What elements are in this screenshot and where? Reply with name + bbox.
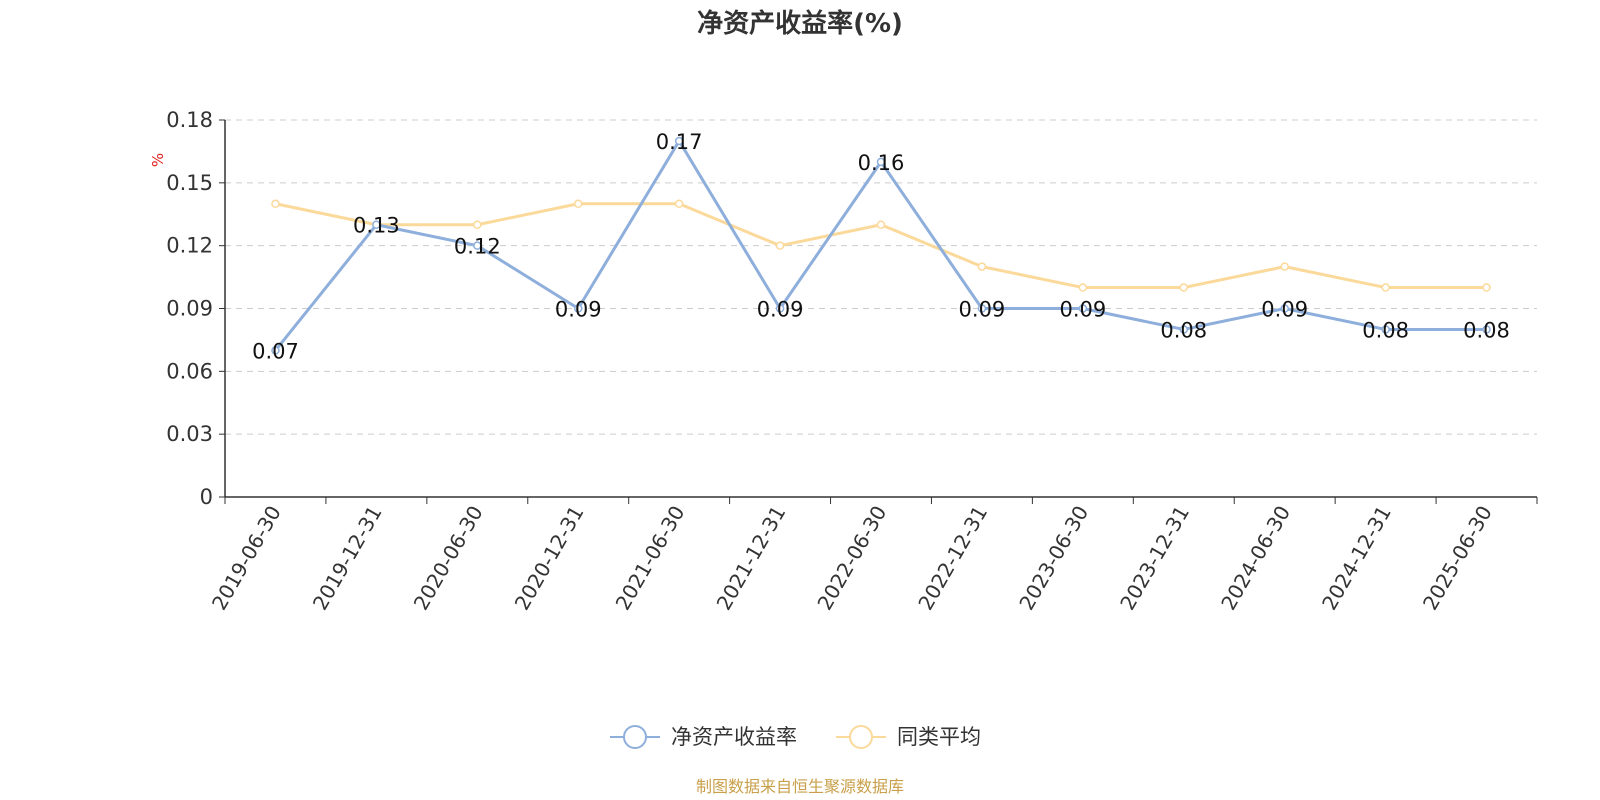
x-tick-label: 2019-06-30 <box>207 502 286 615</box>
legend: 净资产收益率 同类平均 <box>610 725 981 749</box>
chart-title: 净资产收益率(%) <box>697 8 903 39</box>
x-tick-label: 2023-06-30 <box>1014 502 1093 615</box>
data-label: 0.13 <box>353 214 400 238</box>
data-label: 0.09 <box>757 298 804 322</box>
x-tick-label: 2022-06-30 <box>812 502 891 615</box>
data-point-0 <box>573 304 583 313</box>
y-tick-label: 0.18 <box>166 108 213 132</box>
data-point-1 <box>1280 262 1289 271</box>
data-point-0 <box>271 346 280 355</box>
data-label: 0.17 <box>656 130 703 154</box>
legend-average-label: 同类平均 <box>897 725 981 749</box>
x-tick-label: 2020-12-31 <box>510 502 589 615</box>
data-point-1 <box>1078 283 1088 292</box>
y-tick-label: 0.06 <box>166 359 213 383</box>
data-point-1 <box>775 241 785 250</box>
x-tick-label: 2024-06-30 <box>1216 502 1295 615</box>
data-point-1 <box>271 199 280 209</box>
data-labels: 0.07 0.13 0.12 0.09 0.17 0.09 0.16 0.09 0.09 0.08… <box>252 130 1510 363</box>
data-point-0 <box>775 304 785 313</box>
data-label: 0.09 <box>1261 298 1308 322</box>
x-tick-label: 2019-12-31 <box>308 502 387 615</box>
data-point-0 <box>1381 325 1390 334</box>
data-point-0 <box>372 220 381 229</box>
data-point-0 <box>1078 304 1088 313</box>
data-label: 0.08 <box>1463 318 1510 342</box>
data-point-0 <box>473 241 482 250</box>
x-axis-ticks: 2019-06-30 2019-12-31 2020-06-30 2020-12-31… <box>207 497 1538 615</box>
data-label: 0.16 <box>858 151 905 175</box>
legend-average-marker <box>849 725 873 749</box>
y-tick-label: 0.12 <box>166 234 213 258</box>
data-point-1 <box>1482 283 1491 292</box>
data-label: 0.08 <box>1362 318 1409 342</box>
data-label: 0.09 <box>555 298 602 322</box>
data-point-0 <box>674 136 684 146</box>
series-group <box>271 136 1491 355</box>
grid-lines <box>225 119 1537 435</box>
x-tick-label: 2020-06-30 <box>409 502 488 615</box>
data-point-0 <box>1179 325 1189 334</box>
x-tick-label: 2021-06-30 <box>611 502 690 615</box>
y-axis-ticks: 0 0.03 0.06 0.09 0.12 0.15 0.18 <box>166 108 225 509</box>
y-tick-label: 0.09 <box>166 297 213 321</box>
axes <box>224 120 1537 498</box>
data-point-0 <box>1280 304 1289 313</box>
x-tick-label: 2022-12-31 <box>913 502 992 615</box>
data-point-1 <box>573 199 583 209</box>
data-point-0 <box>977 304 987 313</box>
data-label: 0.08 <box>1160 318 1207 342</box>
legend-roe-marker <box>623 725 647 749</box>
data-point-1 <box>977 262 987 271</box>
data-point-1 <box>1179 283 1189 292</box>
data-label: 0.12 <box>454 235 501 259</box>
data-point-1 <box>473 220 482 229</box>
data-label: 0.09 <box>959 298 1006 322</box>
data-point-1 <box>674 199 684 209</box>
y-tick-label: 0 <box>200 485 213 509</box>
x-tick-label: 2023-12-31 <box>1115 502 1194 615</box>
data-point-0 <box>1482 325 1491 334</box>
data-point-1 <box>1381 283 1390 292</box>
legend-item-roe[interactable]: 净资产收益率 <box>610 725 797 749</box>
data-point-0 <box>876 157 886 167</box>
data-point-1 <box>876 220 886 229</box>
x-tick-label: 2025-06-30 <box>1418 502 1497 615</box>
data-label: 0.07 <box>252 339 299 363</box>
y-tick-label: 0.15 <box>166 171 213 195</box>
legend-roe-label: 净资产收益率 <box>671 725 797 749</box>
data-label: 0.09 <box>1059 298 1106 322</box>
y-axis-unit: % <box>149 153 167 167</box>
x-tick-label: 2024-12-31 <box>1317 502 1396 615</box>
source-note: 制图数据来自恒生聚源数据库 <box>696 777 904 796</box>
x-tick-label: 2021-12-31 <box>712 502 791 615</box>
legend-item-average[interactable]: 同类平均 <box>836 725 981 749</box>
y-tick-label: 0.03 <box>166 422 213 446</box>
